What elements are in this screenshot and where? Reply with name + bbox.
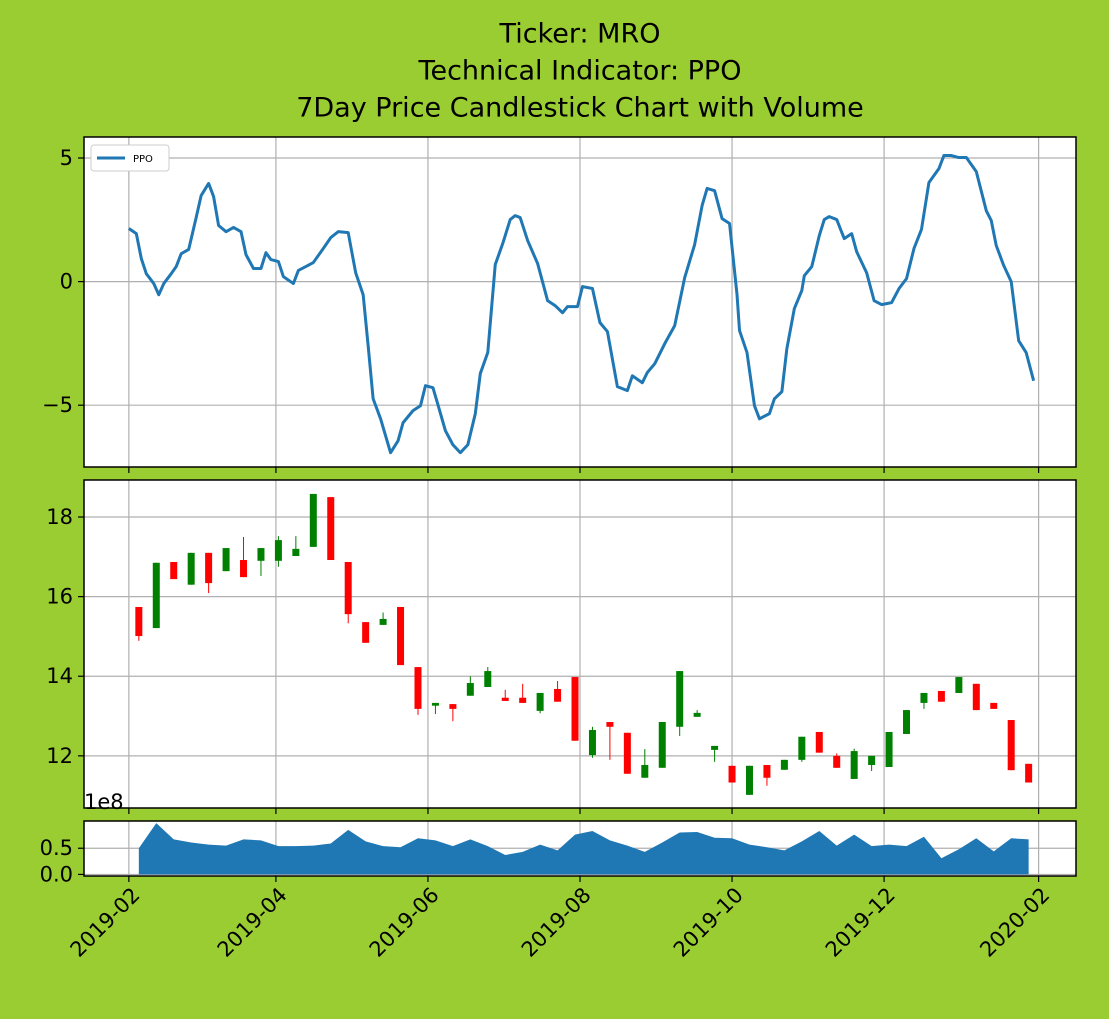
- candle-body: [240, 560, 248, 578]
- candle-body: [815, 731, 823, 753]
- candle-body: [955, 677, 963, 693]
- candle-body: [170, 562, 178, 580]
- offset-label: 1e8: [84, 790, 124, 814]
- candle-body: [780, 759, 788, 770]
- chart-title: Technical Indicator: PPO: [418, 56, 742, 87]
- plot-frame: [83, 479, 1077, 809]
- candle-body: [1025, 763, 1033, 783]
- candle-body: [205, 552, 213, 584]
- candle-body: [571, 677, 579, 741]
- candle-body: [536, 692, 544, 711]
- candle-body: [885, 731, 893, 767]
- candle-body: [257, 548, 265, 561]
- x-tick-label: 2020-02: [975, 883, 1054, 962]
- y-tick-label: 12: [46, 744, 73, 768]
- y-tick-label: 0.0: [40, 862, 73, 886]
- candle-body: [623, 732, 631, 774]
- y-tick-label: 0.5: [40, 836, 73, 860]
- candle-body: [850, 751, 858, 779]
- candle-body: [344, 562, 352, 615]
- y-tick-label: 14: [46, 664, 73, 688]
- candle-body: [187, 552, 195, 585]
- legend: PPO: [90, 144, 170, 172]
- candle-body: [990, 702, 998, 709]
- candle-body: [309, 493, 317, 547]
- y-tick-label: 5: [60, 146, 73, 170]
- candle-body: [868, 755, 876, 766]
- legend-box: [90, 144, 170, 172]
- candle-body: [798, 736, 806, 760]
- candle-body: [379, 618, 387, 625]
- chart-title: 7Day Price Candlestick Chart with Volume: [296, 93, 864, 124]
- candle-body: [222, 548, 230, 572]
- candle-body: [972, 683, 980, 711]
- candle-body: [466, 683, 474, 696]
- ppo-line: [128, 154, 1036, 455]
- x-tick-label: 2019-02: [66, 883, 145, 962]
- candle-body: [152, 562, 160, 629]
- candle-body: [501, 697, 509, 701]
- y-tick-label: 16: [46, 585, 73, 609]
- candle-body: [711, 745, 719, 750]
- x-tick-label: 2019-10: [669, 883, 748, 962]
- candle-body: [728, 765, 736, 783]
- x-tick-label: 2019-12: [821, 883, 900, 962]
- candle-body: [274, 540, 282, 561]
- candle-body: [554, 688, 562, 702]
- y-tick-label: 18: [46, 505, 73, 529]
- candle-body: [693, 712, 701, 717]
- candle-body: [362, 622, 370, 643]
- candle-body: [763, 765, 771, 778]
- candle-body: [641, 765, 649, 778]
- candle-body: [658, 722, 666, 768]
- plot-frame: [83, 820, 1077, 877]
- candle-body: [937, 690, 945, 702]
- x-tick-label: 2019-04: [213, 883, 292, 962]
- candle-body: [135, 606, 143, 637]
- candle-body: [1007, 720, 1015, 771]
- candle-body: [484, 671, 492, 687]
- candle-body: [397, 606, 405, 666]
- chart-title: Ticker: MRO: [499, 19, 661, 50]
- candle-body: [903, 710, 911, 734]
- y-tick-label: 0: [60, 270, 73, 294]
- volume-area: [138, 823, 1029, 875]
- candle-body: [745, 765, 753, 795]
- candle-body: [292, 548, 300, 557]
- candle-body: [676, 671, 684, 727]
- legend-label: PPO: [133, 154, 153, 165]
- x-tick-label: 2019-06: [365, 883, 444, 962]
- candle-body: [327, 497, 335, 561]
- x-tick-label: 2019-08: [517, 883, 596, 962]
- candle-body: [449, 704, 457, 709]
- y-tick-label: −5: [42, 393, 73, 417]
- candle-body: [588, 729, 596, 756]
- candle-body: [431, 702, 439, 706]
- candle-body: [519, 697, 527, 703]
- plot-frame: [83, 136, 1077, 468]
- candle-body: [920, 692, 928, 703]
- candle-body: [606, 722, 614, 727]
- candle-body: [414, 667, 422, 709]
- candle-body: [833, 755, 841, 768]
